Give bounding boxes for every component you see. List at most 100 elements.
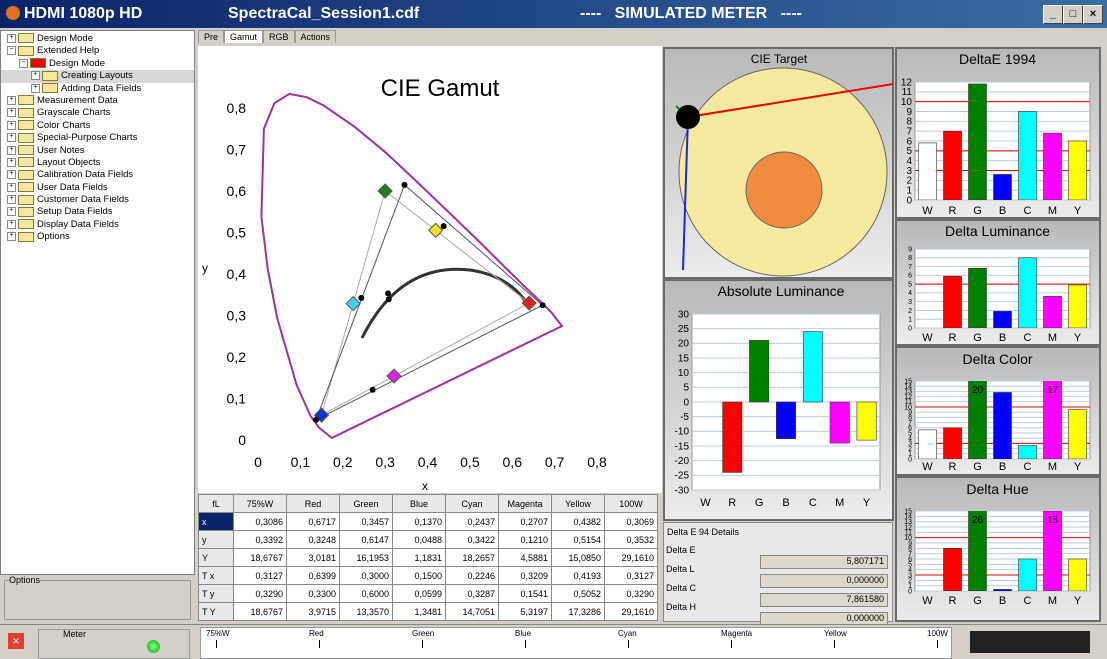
tree-label: Measurement Data [37,94,118,106]
tree-item[interactable]: + Layout Objects [1,157,194,169]
timeline-tick [319,640,320,648]
tab[interactable]: Actions [294,30,337,43]
cell: 0,3209 [498,566,552,585]
tree-item[interactable]: + Display Data Fields [1,219,194,231]
tree-item[interactable]: + Customer Data Fields [1,194,194,206]
cell: 17,3286 [551,602,605,621]
tree-icon [18,231,34,242]
cell: 0,4193 [551,566,605,585]
tree-icon [18,132,34,143]
options-box: Options [4,575,191,620]
cell: 0,2437 [445,512,499,531]
tree-icon [18,45,34,56]
cell: 1,3481 [392,602,446,621]
header-cell: 100W [604,494,658,513]
tree-item[interactable]: + Grayscale Charts [1,107,194,119]
expander: + [7,120,16,130]
cell: 0,3392 [233,530,287,549]
detail-row: Delta H 0,000000 [666,602,892,626]
detail-value: 0,000000 [760,574,888,588]
row-label: T Y [198,602,234,621]
tree-item[interactable]: + User Notes [1,145,194,157]
timeline-label: Cyan [618,629,637,638]
meter-led [147,640,160,653]
cell: 0,0488 [392,530,446,549]
tree-icon [42,70,58,81]
cell: 18,2657 [445,548,499,567]
options-label: Options [9,575,41,585]
tree-item[interactable]: − Design Mode [1,58,194,70]
timeline[interactable]: 75%W Red Green Blue Cyan Magenta Yellow 100W [200,627,952,659]
cell: 0,6717 [286,512,340,531]
cell: 0,3300 [286,584,340,603]
tree-icon [18,194,34,205]
cell: 18,6767 [233,602,287,621]
tree-icon [18,145,34,155]
timeline-label: Green [412,629,435,638]
tree-item[interactable]: + Setup Data Fields [1,206,194,218]
cell: 0,3127 [233,566,287,585]
detail-label: Delta C [666,583,697,593]
tree-item[interactable]: + Options [1,231,194,243]
detail-value: 7,861580 [760,593,888,607]
close-button[interactable]: × [1083,5,1103,24]
tree-icon [18,95,34,106]
cell: 15,0850 [551,548,605,567]
tab[interactable]: Pre [198,30,225,43]
timeline-tick [937,640,938,648]
cell: 0,3000 [339,566,393,585]
timeline-label: 100W [927,629,948,638]
minimize-button[interactable]: _ [1043,5,1063,24]
tree-icon [18,182,34,193]
stop-icon[interactable]: × [8,633,24,649]
table-row: Y 18,6767 3,0181 16,1953 1,1831 18,2657 4,5881… [198,548,658,567]
timeline-label: 75%W [206,629,230,638]
tree-item[interactable]: − Extended Help [1,45,194,57]
gamut-panel [198,46,662,493]
expander: + [7,95,16,105]
cell: 0,6000 [339,584,393,603]
timeline-tick [216,640,217,648]
cell: 0,3290 [233,584,287,603]
tree-icon [18,206,34,217]
tree-item[interactable]: + Measurement Data [1,95,194,107]
tree-item[interactable]: + Color Charts [1,120,194,132]
status-bar: × Meter 75%W Red Green Blue Cyan Magenta Yello… [0,624,1107,659]
cell: 0,2246 [445,566,499,585]
table-header: fL 75%W Red Green Blue Cyan Magenta Yellow 100W [198,494,658,513]
tab[interactable]: RGB [263,30,295,43]
timeline-label: Red [309,629,324,638]
cell: 0,3287 [445,584,499,603]
cell: 5,3197 [498,602,552,621]
tree-label: Design Mode [37,33,93,44]
row-label: T x [198,566,234,585]
expander: + [7,195,16,205]
meter-label: Meter [63,629,87,639]
expander: + [7,108,16,118]
tree-item[interactable]: + Adding Data Fields [1,83,194,95]
tab[interactable]: Gamut [224,30,264,43]
expander: + [7,133,16,143]
timeline-label: Yellow [824,629,847,638]
tree-item[interactable]: + Design Mode [1,33,194,45]
tree-item[interactable]: + Creating Layouts [1,70,194,83]
tree-item[interactable]: + Special-Purpose Charts [1,132,194,144]
tree-item[interactable]: + Calibration Data Fields [1,169,194,181]
transport-controls[interactable] [970,631,1090,653]
detail-label: Delta E [666,545,696,555]
row-label: T y [198,584,234,603]
tree-item[interactable]: + User Data Fields [1,182,194,194]
timeline-tick [834,640,835,648]
header-cell: Yellow [551,494,605,513]
header-cell: fL [198,494,234,513]
cell: 0,5052 [551,584,605,603]
table-row: T x 0,3127 0,6399 0,3000 0,1500 0,2246 0,3209 0… [198,566,658,585]
tree-icon [18,157,34,168]
maximize-button[interactable]: □ [1063,5,1083,24]
expander: + [7,182,16,192]
tree-icon [42,83,58,94]
app-icon [6,6,20,20]
tree-label: Grayscale Charts [37,107,111,119]
cell: 0,5154 [551,530,605,549]
